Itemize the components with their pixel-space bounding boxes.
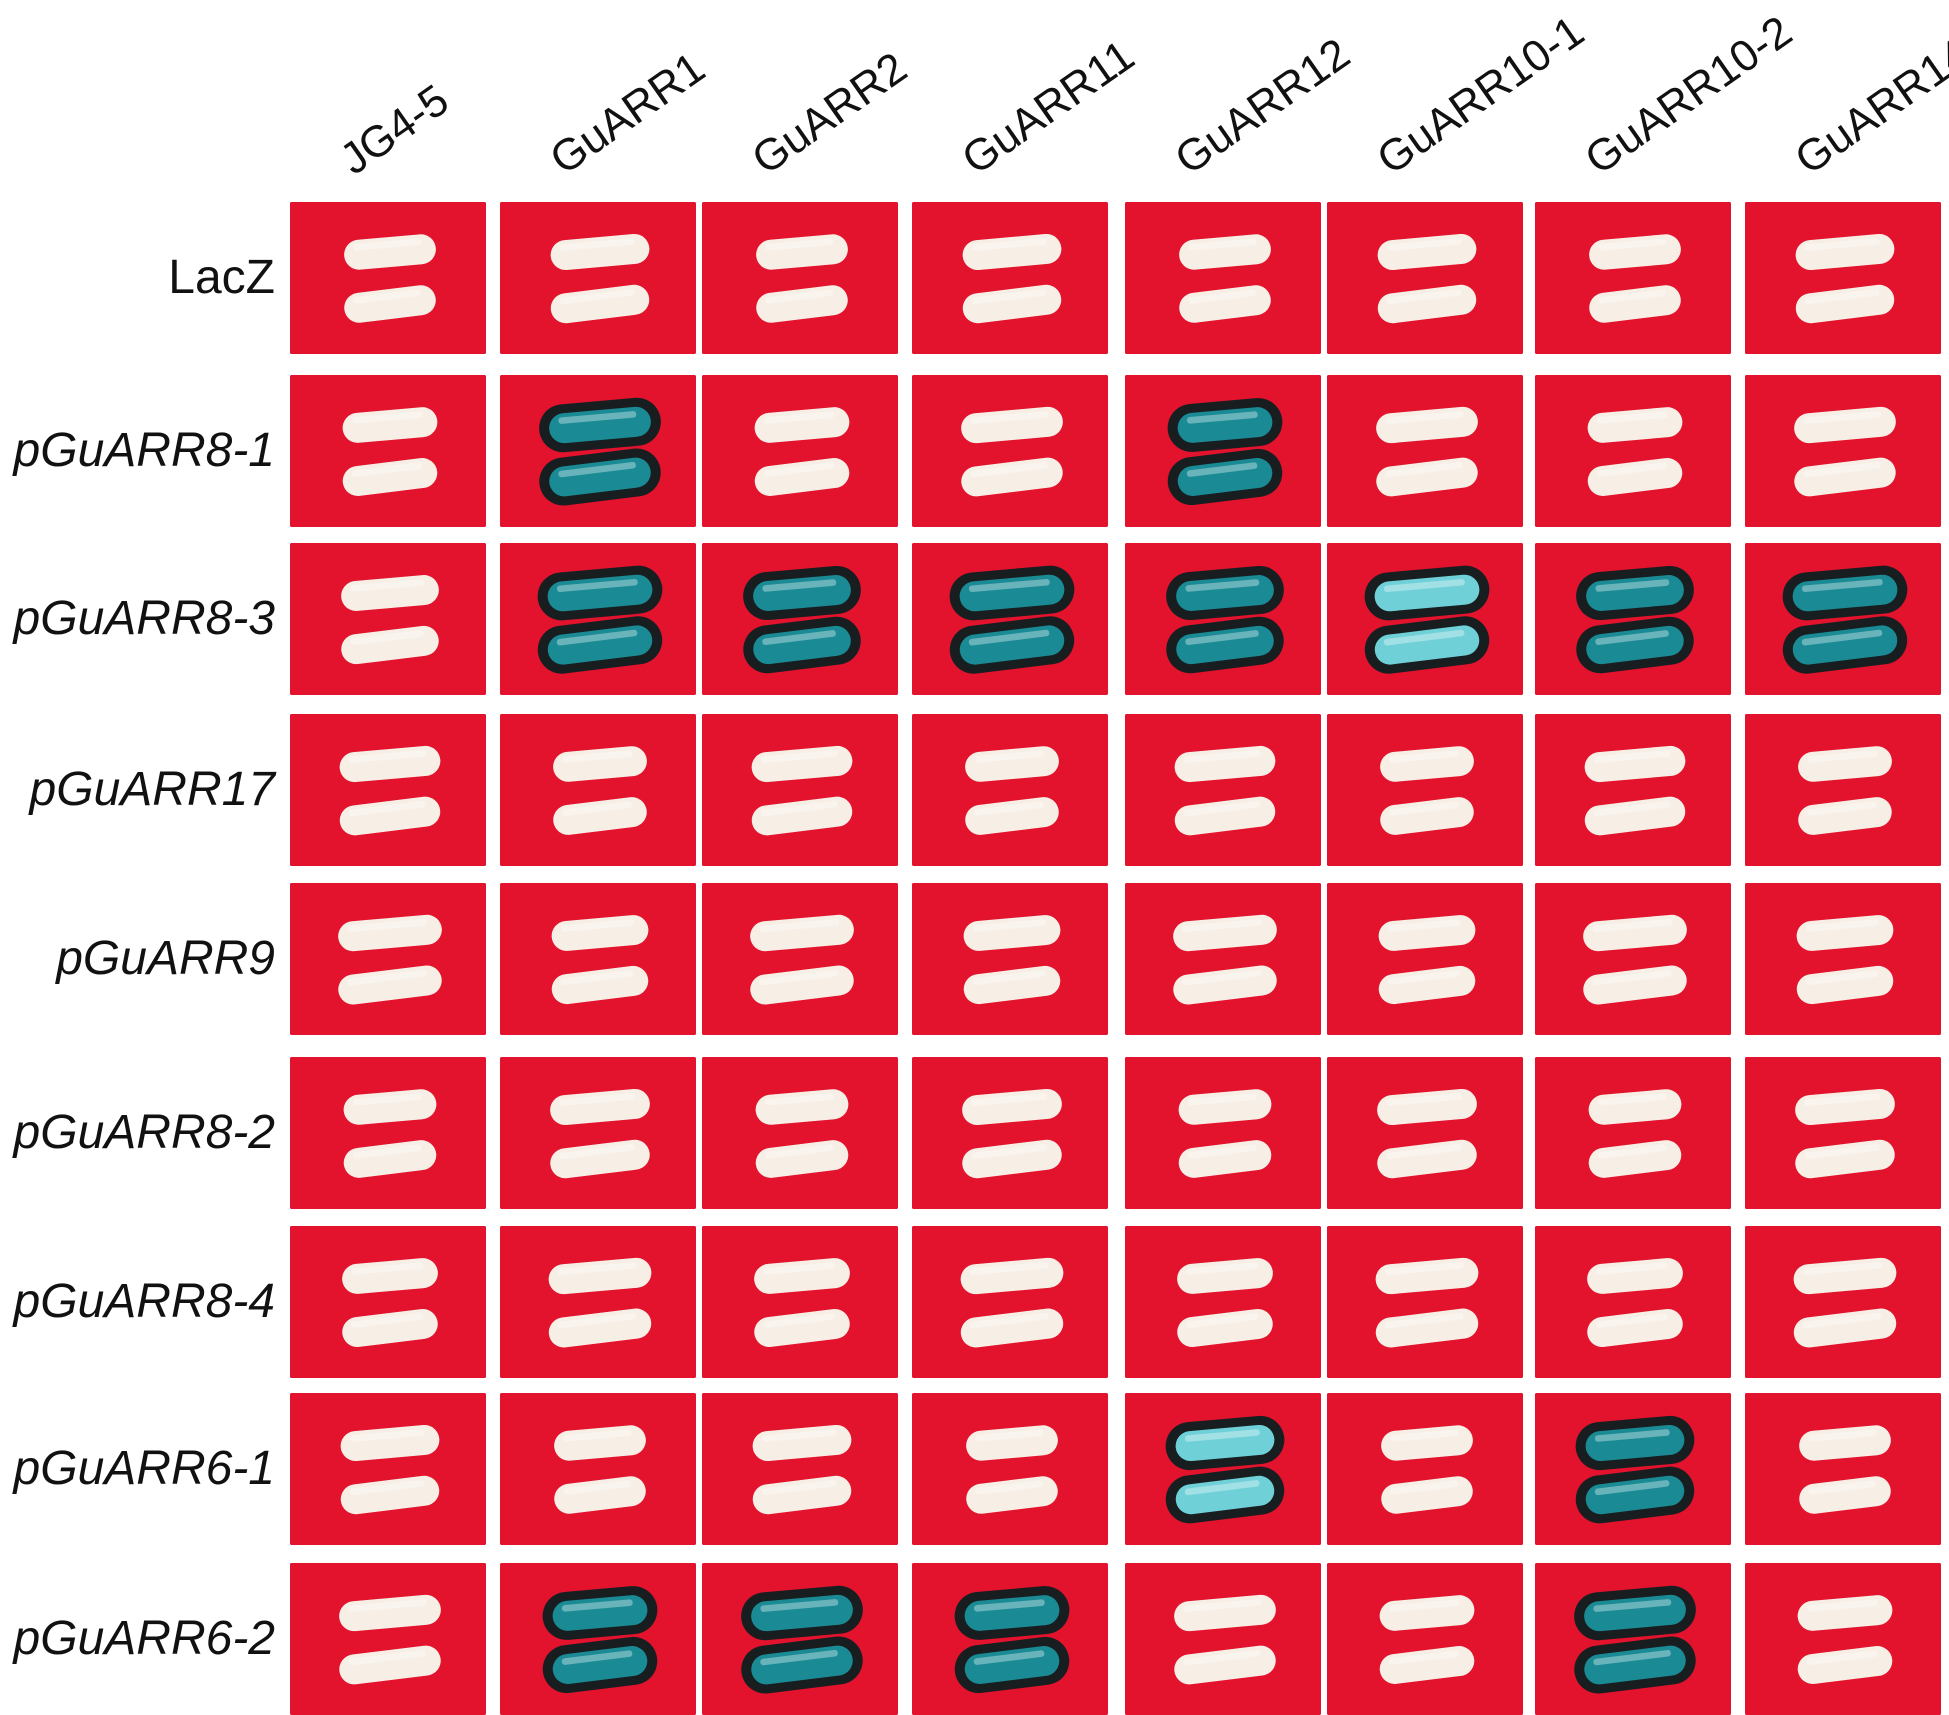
column-label-jg4-5: JG4-5 [331,75,458,185]
column-label-guarr14: GuARR14 [1786,29,1949,185]
plate-tile [500,1226,696,1378]
plate-tile [912,1226,1108,1378]
plate-tile [702,543,898,695]
plate-tile [1327,1563,1523,1715]
plate-tile [702,883,898,1035]
row-label-pguarr8-1: pGuARR8-1 [13,424,275,477]
plate-tile [1745,883,1941,1035]
plate-tile [1327,1057,1523,1209]
plate-tile [500,1057,696,1209]
plate-tile [1535,543,1731,695]
column-label-guarr2: GuARR2 [743,43,916,185]
plate-tile [912,1057,1108,1209]
plate-tile [500,543,696,695]
plate-tile [1125,714,1321,866]
plate-tile [1327,714,1523,866]
plate-tile [702,1393,898,1545]
plate-tile [500,883,696,1035]
row-label-pguarr8-3: pGuARR8-3 [13,592,275,645]
plate-tile [1125,883,1321,1035]
column-label-guarr1: GuARR1 [541,43,714,185]
plate-tile [912,1563,1108,1715]
plate-tile [500,202,696,354]
plate-tile [702,1563,898,1715]
plate-tile [1535,375,1731,527]
plate-tile [1745,375,1941,527]
plate-tile [1745,543,1941,695]
plate-tile [1125,543,1321,695]
plate-tile [1745,1563,1941,1715]
plate-tile [1327,375,1523,527]
plate-tile [500,375,696,527]
plate-tile [500,1563,696,1715]
column-label-guarr10-1: GuARR10-1 [1368,6,1593,185]
plate-tile [912,714,1108,866]
plate-tile [1535,1057,1731,1209]
plate-tile [1535,1393,1731,1545]
column-label-guarr11: GuARR11 [953,30,1144,185]
plate-tile [912,883,1108,1035]
column-label-guarr12: GuARR12 [1166,29,1359,185]
plate-tile [1327,883,1523,1035]
plate-tile [500,1393,696,1545]
plate-tile [1745,1393,1941,1545]
plate-tile [1125,1057,1321,1209]
plate-tile [1125,375,1321,527]
plate-tile [912,1393,1108,1545]
plate-tile [1327,543,1523,695]
plate-tile [912,202,1108,354]
plate-tile [1125,1393,1321,1545]
plate-tile [290,1393,486,1545]
plate-tile [1125,1563,1321,1715]
plate-tile [1745,1057,1941,1209]
plate-tile [1535,883,1731,1035]
plate-tile [290,375,486,527]
plate-tile [702,714,898,866]
plate-tile [290,543,486,695]
row-label-lacz: LacZ [168,251,275,304]
plate-tile [290,202,486,354]
plate-tile [1535,714,1731,866]
plate-tile [1535,1226,1731,1378]
plate-tile [912,375,1108,527]
plate-tile [702,202,898,354]
plate-tile [290,1057,486,1209]
plate-tile [290,1563,486,1715]
plate-tile [1535,202,1731,354]
plate-tile [290,1226,486,1378]
plate-tile [290,714,486,866]
column-label-guarr10-2: GuARR10-2 [1576,6,1801,185]
row-label-pguarr17: pGuARR17 [29,763,275,816]
row-label-pguarr8-2: pGuARR8-2 [13,1106,275,1159]
row-label-pguarr6-1: pGuARR6-1 [13,1442,275,1495]
plate-tile [1125,202,1321,354]
plate-tile [1125,1226,1321,1378]
row-label-pguarr8-4: pGuARR8-4 [13,1275,275,1328]
plate-tile [1535,1563,1731,1715]
plate-tile [702,1057,898,1209]
row-label-pguarr9: pGuARR9 [56,932,275,985]
plate-tile [1745,1226,1941,1378]
plate-tile [1327,1393,1523,1545]
plate-tile [702,1226,898,1378]
row-label-pguarr6-2: pGuARR6-2 [13,1612,275,1665]
plate-tile [1327,202,1523,354]
plate-tile [290,883,486,1035]
plate-tile [1745,202,1941,354]
plate-tile [912,543,1108,695]
plate-tile [500,714,696,866]
plate-tile [1327,1226,1523,1378]
plate-tile [702,375,898,527]
plate-tile [1745,714,1941,866]
